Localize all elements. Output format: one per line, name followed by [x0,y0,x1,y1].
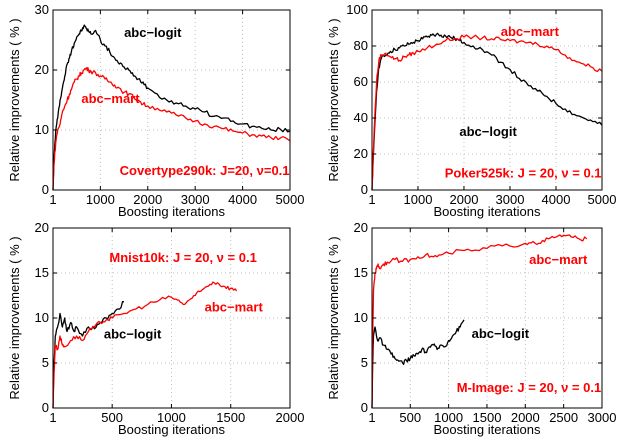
x-tick-label: 3000 [588,410,617,425]
series-label-abc-mart: abc−mart [529,252,588,267]
series-label-abc-mart: abc−mart [205,300,264,315]
x-tick-label: 500 [399,410,421,425]
y-tick-label: 10 [35,122,49,137]
x-axis-label: Boosting iterations [434,204,541,219]
series-line-abc-logit [52,301,125,409]
y-tick-label: 100 [346,2,368,17]
x-tick-label: 2000 [450,192,479,207]
x-tick-label: 5000 [588,192,617,207]
x-tick-label: 4000 [228,192,257,207]
y-tick-label: 10 [354,310,368,325]
x-tick-label: 1000 [434,410,463,425]
series-label-abc-logit: abc−logit [104,327,162,342]
x-tick-label: 1500 [473,410,502,425]
y-tick-label: 15 [354,265,368,280]
x-tick-label: 1 [368,192,375,207]
y-tick-label: 0 [361,400,368,415]
x-tick-label: 500 [101,410,123,425]
chart-panel-2: 0 20 40 60 80 100 1 1000 2000 3000 4000 5000 Boostin… [326,2,616,219]
y-tick-label: 40 [354,110,368,125]
y-axis-label: Relative improvements ( % ) [326,18,341,181]
y-tick-label: 0 [42,182,49,197]
y-tick-label: 20 [35,62,49,77]
plot-frame [52,9,291,191]
y-tick-label: 5 [42,355,49,370]
y-tick-label: 80 [354,38,368,53]
series-line-abc-mart [52,67,291,191]
y-tick-label: 0 [361,182,368,197]
x-tick-label: 3000 [496,192,525,207]
y-tick-label: 20 [354,220,368,235]
y-tick-label: 0 [42,400,49,415]
series-line-abc-logit [52,24,291,191]
panel-annotation: M-Image: J = 20, ν = 0.1 [457,380,602,395]
x-tick-label: 1500 [216,410,245,425]
x-tick-label: 2000 [133,192,162,207]
panel-annotation: Covertype290k: J=20, ν=0.1 [120,163,290,178]
x-tick-label: 5000 [276,192,305,207]
series-line-abc-mart [371,234,588,409]
series-label-abc-mart: abc−mart [501,24,560,39]
x-tick-label: 2000 [511,410,540,425]
y-axis-label: Relative improvements ( % ) [7,18,22,181]
x-tick-label: 2500 [549,410,578,425]
x-tick-label: 1000 [404,192,433,207]
plot-frame [371,9,603,191]
y-tick-label: 15 [35,265,49,280]
y-tick-label: 10 [35,310,49,325]
series-label-abc-mart: abc−mart [81,91,140,106]
x-tick-label: 1 [49,410,56,425]
x-tick-label: 1000 [157,410,186,425]
x-axis-label: Boosting iterations [118,204,225,219]
panel-annotation: Mnist10k: J = 20, ν = 0.1 [109,250,256,265]
y-axis-label: Relative improvements ( % ) [7,236,22,399]
y-tick-label: 5 [361,355,368,370]
x-axis-label: Boosting iterations [434,422,541,437]
y-tick-label: 20 [354,146,368,161]
y-tick-label: 30 [35,2,49,17]
series-line-abc-logit [371,32,603,191]
panel-annotation: Poker525k: J = 20, ν = 0.1 [445,165,602,180]
y-tick-label: 60 [354,74,368,89]
series-label-abc-logit: abc−logit [459,124,517,139]
x-tick-label: 1 [49,192,56,207]
x-tick-label: 1000 [86,192,115,207]
y-tick-label: 20 [35,220,49,235]
series-label-abc-logit: abc−logit [124,25,182,40]
chart-panel-1: 0 10 20 30 1 1000 2000 3000 4000 5000 Boosting ite… [7,2,304,219]
x-tick-label: 4000 [542,192,571,207]
series-line-abc-logit [371,319,465,409]
series-line-abc-mart [371,34,603,191]
x-axis-label: Boosting iterations [118,422,225,437]
series-label-abc-logit: abc−logit [472,326,530,341]
x-tick-label: 3000 [181,192,210,207]
x-tick-label: 2000 [276,410,305,425]
y-axis-label: Relative improvements ( % ) [326,236,341,399]
series-line-abc-mart [52,281,238,409]
x-tick-label: 1 [368,410,375,425]
